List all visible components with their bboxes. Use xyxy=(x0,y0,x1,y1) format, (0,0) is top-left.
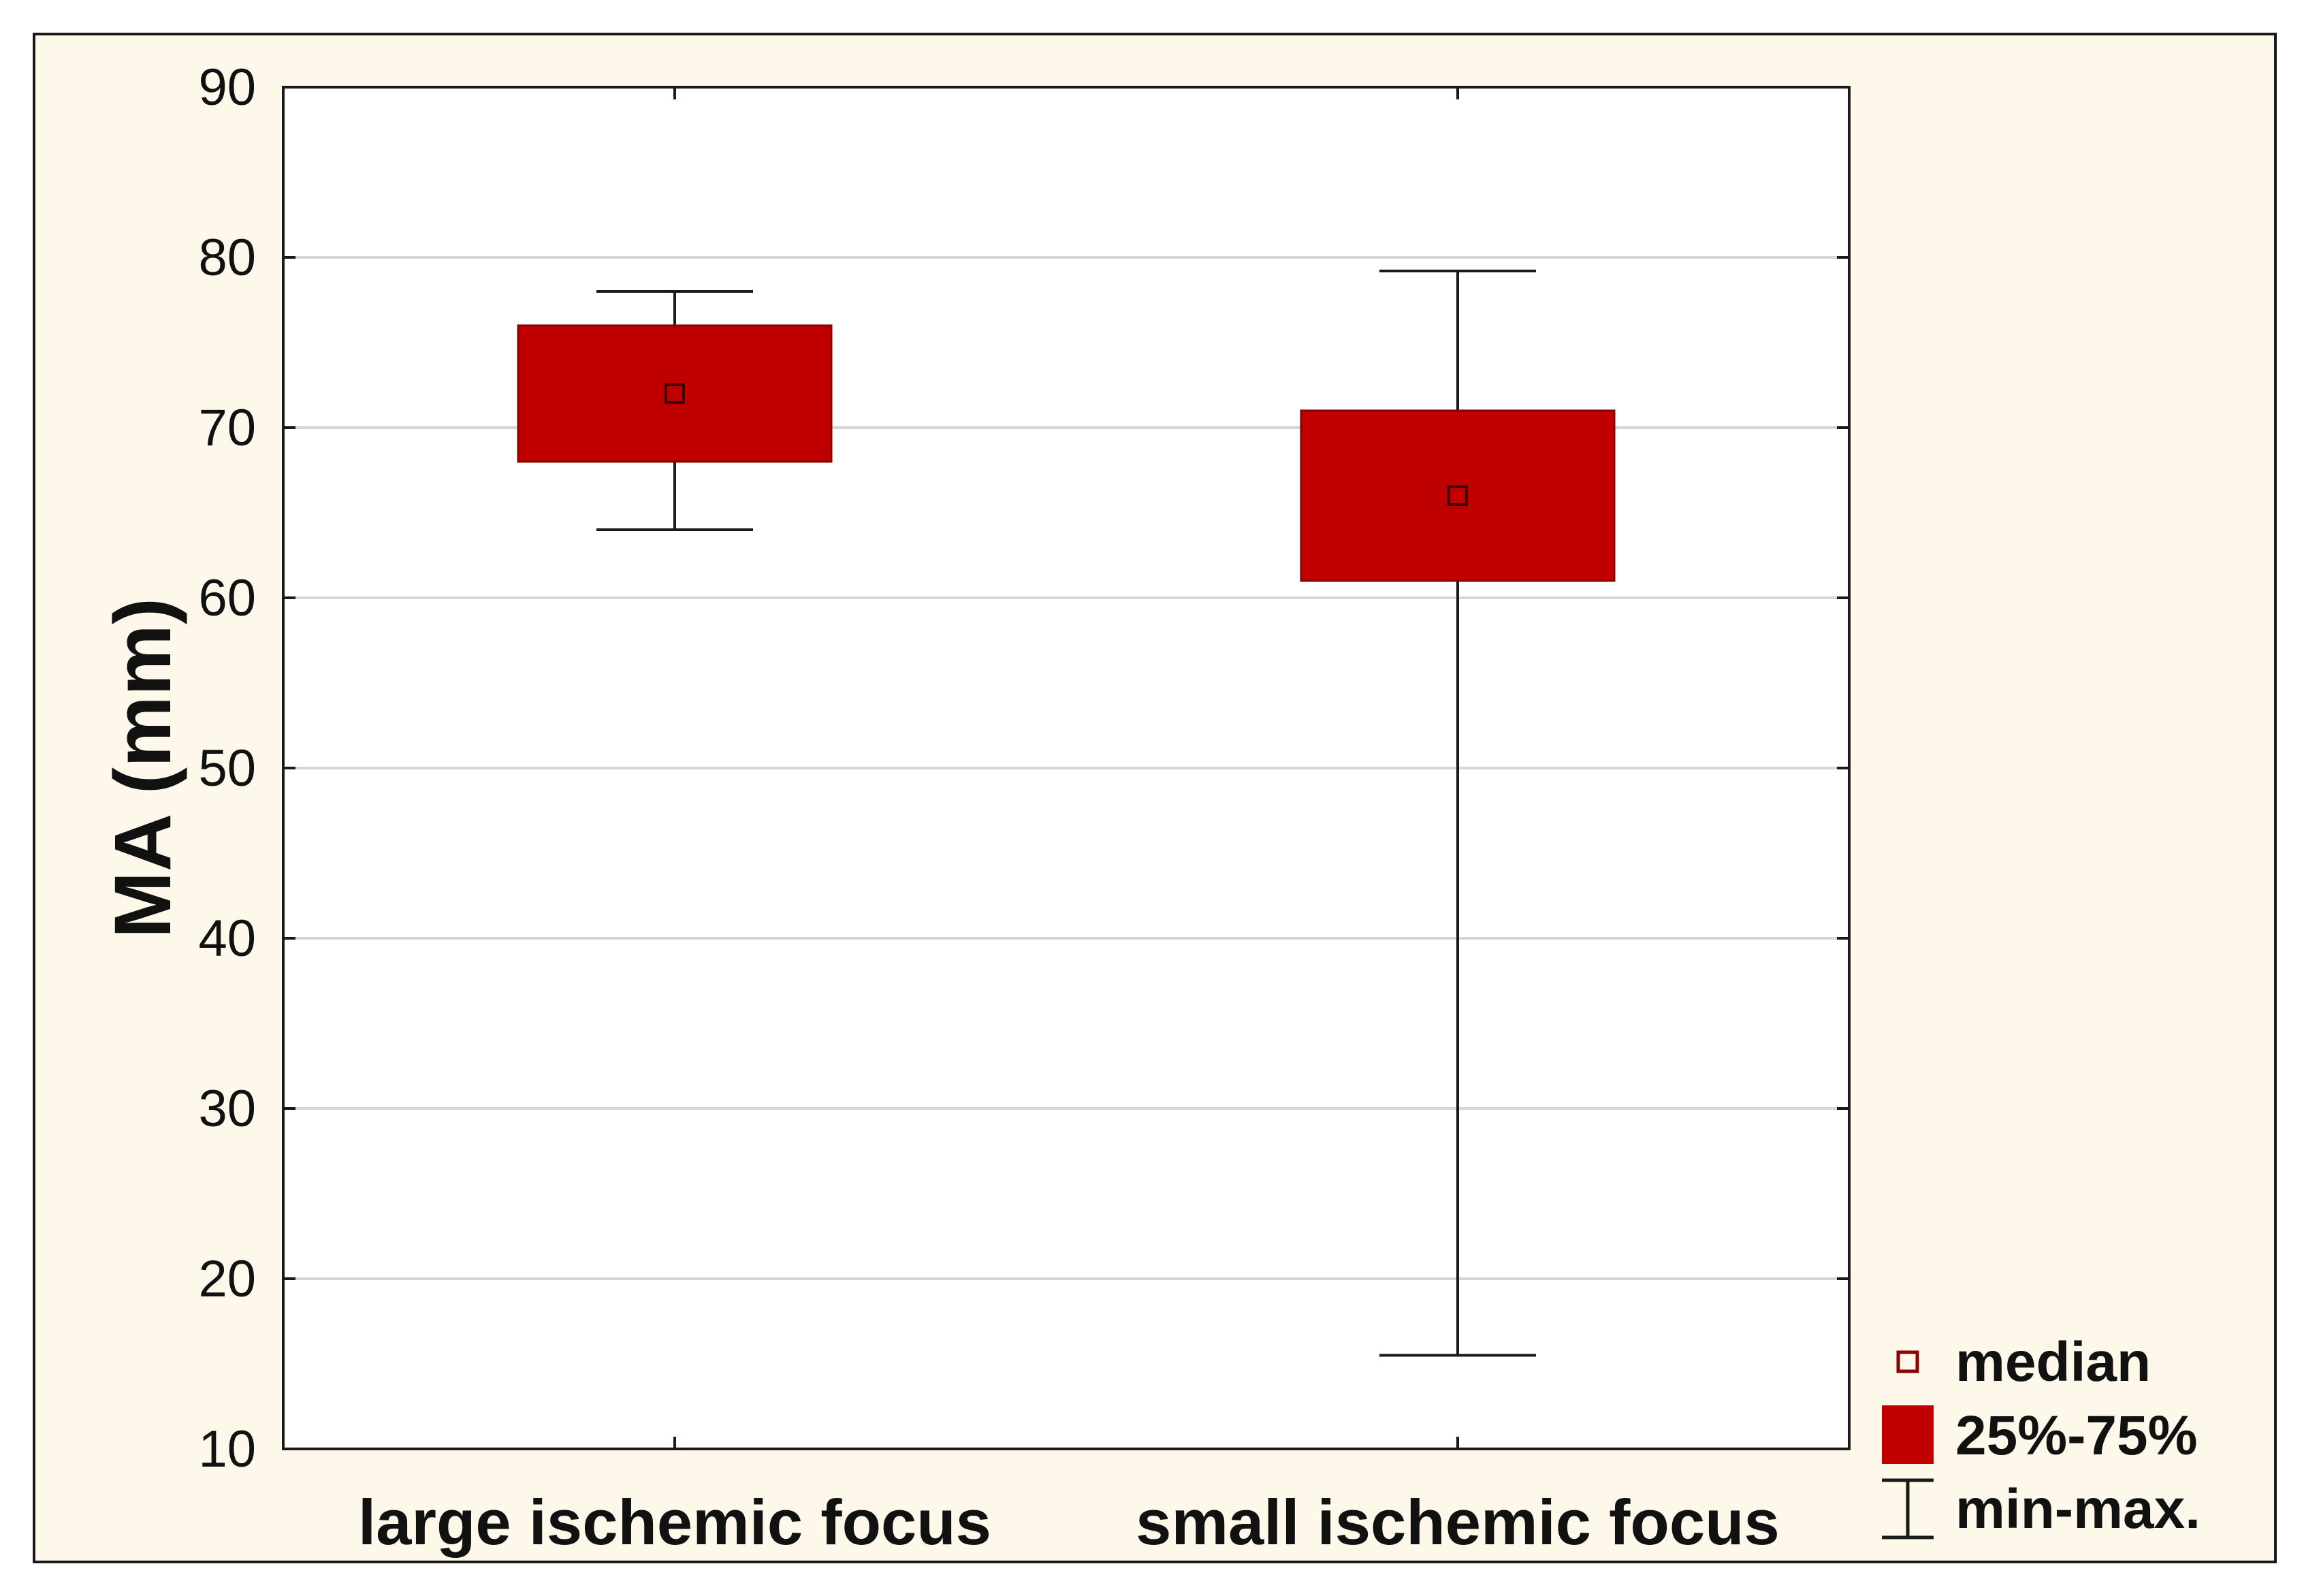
legend-item: min-max. xyxy=(1882,1478,2201,1540)
legend: median 25%-75% min-max. xyxy=(1882,1331,2201,1540)
y-tick-label: 90 xyxy=(198,59,256,116)
median-marker xyxy=(665,383,685,404)
y-axis-title: MA (mm) xyxy=(98,598,188,938)
legend-label: 25%-75% xyxy=(1955,1405,2198,1467)
iqr-box xyxy=(517,324,833,463)
chart-frame: 10 20 30 40 50 60 70 80 90 large ischemic focus s… xyxy=(33,33,2277,1563)
y-tick-label: 40 xyxy=(198,910,256,968)
box-plots xyxy=(517,87,1616,1449)
plot-border xyxy=(282,86,1851,1450)
chart-svg: 10 20 30 40 50 60 70 80 90 large ischemic focus s… xyxy=(98,59,2201,1558)
legend-item: median xyxy=(1896,1331,2151,1393)
y-tick-label: 30 xyxy=(198,1080,256,1138)
legend-item: 25%-75% xyxy=(1882,1405,2198,1467)
x-category-label: large ischemic focus xyxy=(358,1486,991,1558)
y-tick-label: 20 xyxy=(198,1250,256,1308)
y-tick-label: 70 xyxy=(198,399,256,457)
legend-label: median xyxy=(1955,1331,2151,1393)
box-group xyxy=(1300,87,1616,1449)
y-axis-ticks: 10 20 30 40 50 60 70 80 90 xyxy=(198,59,1849,1478)
iqr-box xyxy=(1300,409,1616,582)
box-group xyxy=(517,87,833,1449)
legend-median-symbol xyxy=(1896,1350,1919,1373)
x-axis-category-labels: large ischemic focus small ischemic focus xyxy=(358,1486,1780,1558)
median-marker xyxy=(1447,485,1468,506)
legend-label: min-max. xyxy=(1955,1478,2201,1540)
y-tick-label: 60 xyxy=(198,569,256,627)
x-category-label: small ischemic focus xyxy=(1136,1486,1780,1558)
y-tick-label: 80 xyxy=(198,229,256,287)
y-tick-label: 50 xyxy=(198,739,256,797)
y-tick-label: 10 xyxy=(198,1420,256,1478)
legend-box-symbol xyxy=(1882,1405,1934,1464)
